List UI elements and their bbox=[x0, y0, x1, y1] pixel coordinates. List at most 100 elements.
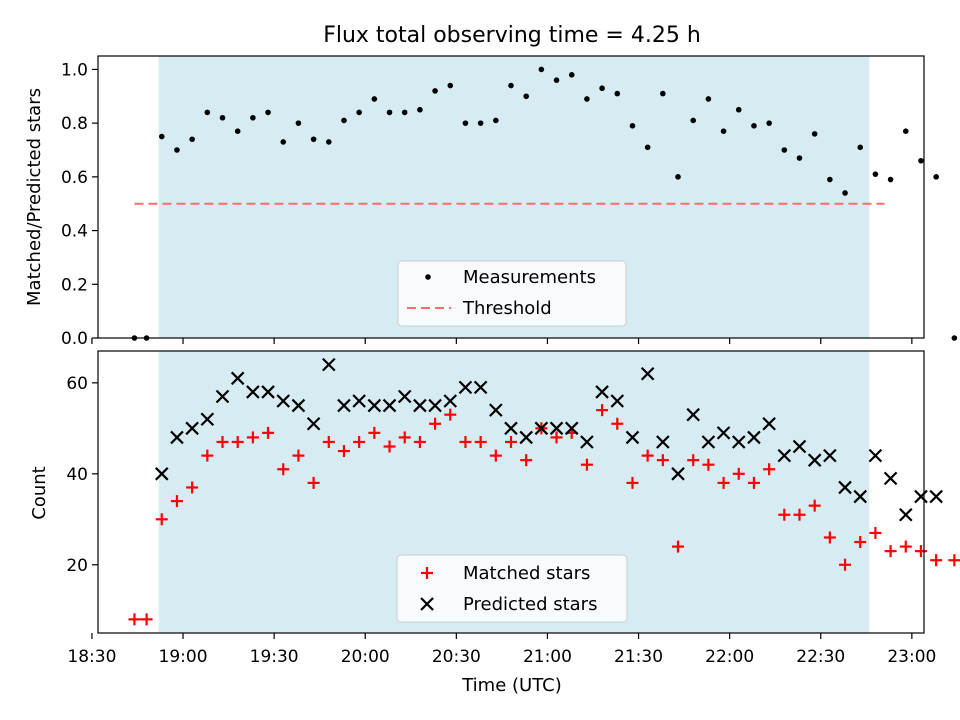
matched-star-point bbox=[948, 554, 960, 567]
matched-star-point bbox=[732, 467, 745, 480]
x-stroke-b bbox=[519, 430, 533, 445]
matched-star-point bbox=[702, 458, 715, 471]
x-stroke-b bbox=[337, 398, 351, 413]
measurement-point bbox=[493, 117, 499, 124]
x-stroke-b bbox=[170, 430, 184, 445]
measurement-point bbox=[811, 131, 818, 137]
measurement-point bbox=[325, 139, 332, 145]
x-stroke-b bbox=[564, 421, 579, 436]
measurement-point bbox=[705, 96, 712, 102]
matched-star-point bbox=[611, 417, 624, 430]
predicted-star-point bbox=[686, 407, 700, 422]
x-stroke-b bbox=[246, 385, 260, 399]
measurement-point bbox=[462, 120, 469, 126]
x-stroke-b bbox=[899, 507, 913, 522]
measurement-point bbox=[857, 144, 864, 151]
measurement-point bbox=[386, 109, 393, 116]
matched-star-point bbox=[808, 499, 821, 512]
predicted-star-point bbox=[170, 430, 184, 445]
matched-star-point bbox=[687, 454, 700, 467]
x-axis-label: Time (UTC) bbox=[461, 675, 562, 696]
predicted-star-point bbox=[246, 385, 260, 399]
x-tick-label: 19:30 bbox=[250, 647, 299, 667]
matched-star-point bbox=[717, 476, 730, 489]
predicted-star-point bbox=[656, 435, 670, 449]
measurement-point bbox=[356, 109, 362, 116]
x-tick-label: 20:30 bbox=[432, 647, 481, 667]
measurement-point bbox=[250, 114, 256, 121]
x-stroke-b bbox=[671, 467, 685, 481]
measurement-point bbox=[902, 128, 909, 134]
measurement-point bbox=[614, 90, 621, 97]
matched-star-point bbox=[231, 435, 244, 448]
matched-star-point bbox=[155, 513, 168, 526]
x-stroke-b bbox=[489, 403, 503, 417]
predicted-star-point bbox=[200, 412, 215, 427]
x-stroke-b bbox=[276, 394, 291, 408]
x-stroke-b bbox=[443, 394, 458, 408]
measurement-point bbox=[310, 136, 317, 143]
predicted-star-point bbox=[671, 467, 685, 481]
predicted-star-point bbox=[914, 489, 928, 504]
x-stroke-b bbox=[731, 435, 746, 449]
measurement-point bbox=[872, 171, 879, 177]
x-tick-label: 19:00 bbox=[159, 647, 208, 667]
predicted-star-point bbox=[625, 430, 640, 445]
matched-star-point bbox=[672, 540, 685, 553]
x-stroke-b bbox=[185, 421, 199, 436]
legend-measurement-marker bbox=[425, 274, 431, 280]
predicted-star-point bbox=[580, 435, 594, 449]
predicted-star-point bbox=[595, 385, 609, 399]
x-stroke-b bbox=[595, 385, 609, 399]
bottom-axes-frame bbox=[97, 350, 925, 634]
x-stroke-b bbox=[762, 416, 776, 431]
x-stroke-b bbox=[868, 448, 883, 463]
matched-star-point bbox=[413, 435, 426, 448]
matched-star-point bbox=[429, 417, 442, 430]
measurement-point bbox=[295, 120, 302, 126]
predicted-star-point bbox=[185, 421, 199, 436]
matched-star-point bbox=[140, 613, 153, 626]
predicted-star-point bbox=[868, 448, 883, 463]
x-stroke-b bbox=[883, 471, 898, 486]
matched-star-point bbox=[459, 435, 472, 448]
legend-predicted-marker bbox=[420, 597, 434, 611]
measurement-point bbox=[189, 136, 195, 143]
matched-star-point bbox=[186, 481, 199, 494]
predicted-star-point bbox=[929, 489, 943, 504]
matched-star-point bbox=[884, 545, 897, 558]
predicted-star-point bbox=[367, 398, 382, 413]
predicted-star-point bbox=[853, 489, 868, 504]
matched-star-point bbox=[793, 508, 806, 521]
matched-star-point bbox=[505, 435, 517, 448]
x-stroke-b bbox=[458, 380, 473, 395]
y-tick-label: 0.0 bbox=[61, 329, 88, 349]
predicted-star-point bbox=[443, 394, 458, 408]
matched-star-point bbox=[216, 435, 229, 448]
matched-star-point bbox=[626, 476, 639, 489]
legend-predicted-label: Predicted stars bbox=[463, 594, 597, 615]
x-stroke-b bbox=[625, 430, 640, 445]
x-stroke-b bbox=[610, 394, 625, 408]
measurement-point bbox=[204, 109, 211, 116]
top-y-axis-label: Matched/Predicted stars bbox=[24, 88, 45, 306]
measurement-point bbox=[341, 117, 347, 124]
predicted-star-point bbox=[519, 430, 533, 445]
x-stroke-b bbox=[413, 398, 427, 413]
legend-matched-marker bbox=[421, 567, 433, 579]
top-y-ticks: 0.0 0.2 0.4 0.6 0.8 1.0 bbox=[61, 60, 98, 349]
y-tick-label: 40 bbox=[66, 465, 88, 485]
predicted-star-point bbox=[610, 394, 625, 408]
matched-star-point bbox=[307, 476, 320, 489]
predicted-star-point bbox=[747, 430, 761, 445]
measurement-point bbox=[538, 66, 545, 73]
predicted-star-point bbox=[838, 480, 852, 495]
bottom-legend-box bbox=[396, 554, 628, 623]
measurement-point bbox=[401, 109, 408, 116]
predicted-star-point bbox=[337, 398, 351, 413]
legend-measurements-label: Measurements bbox=[463, 267, 596, 288]
matched-star-point bbox=[641, 449, 654, 462]
matched-star-point bbox=[368, 426, 381, 439]
y-tick-label: 0.4 bbox=[61, 222, 88, 242]
matched-star-point bbox=[128, 613, 141, 626]
